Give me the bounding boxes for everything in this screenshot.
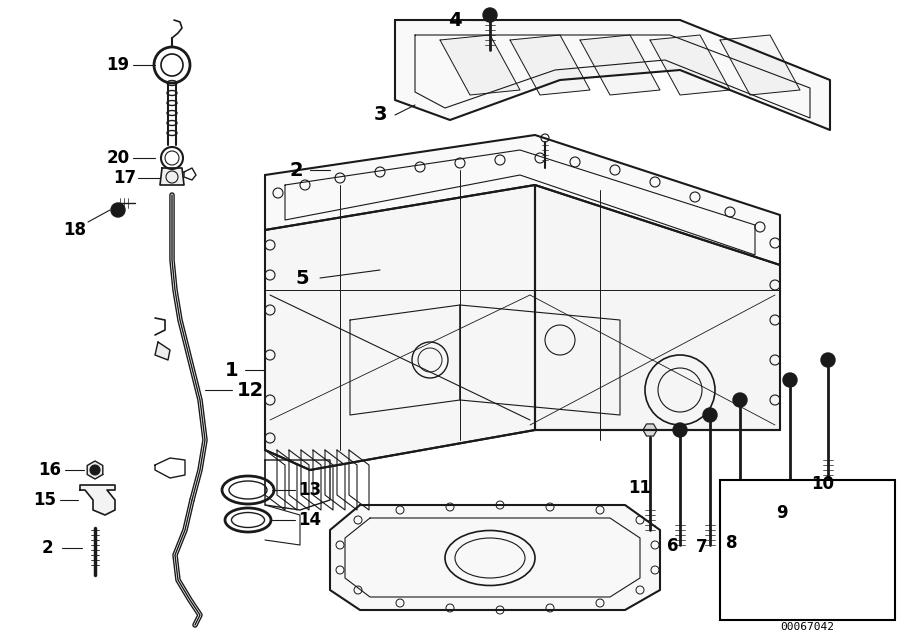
Polygon shape [160,168,184,185]
Text: 10: 10 [812,475,834,493]
Text: 15: 15 [33,491,57,509]
Polygon shape [87,461,103,479]
Polygon shape [650,35,730,95]
Text: 18: 18 [64,221,86,239]
Polygon shape [720,35,800,95]
Text: 6: 6 [667,537,679,555]
Circle shape [733,393,747,407]
Circle shape [90,465,100,475]
Circle shape [673,423,687,437]
Polygon shape [395,20,830,130]
Text: 16: 16 [39,461,61,479]
Circle shape [783,551,817,585]
Polygon shape [510,35,590,95]
Polygon shape [155,342,170,360]
Text: 19: 19 [106,56,130,74]
Text: 9: 9 [776,504,788,522]
Text: 1: 1 [225,361,238,380]
Text: 12: 12 [237,380,264,399]
Polygon shape [440,35,520,95]
Text: 13: 13 [299,481,321,499]
Text: 20: 20 [106,149,130,167]
Text: 2: 2 [289,161,302,180]
Bar [720,480,895,620]
Circle shape [821,353,835,367]
Polygon shape [643,424,657,436]
Polygon shape [580,35,660,95]
Text: 2: 2 [41,539,53,557]
Polygon shape [330,505,660,610]
Circle shape [756,586,768,598]
Text: 00067042: 00067042 [780,622,834,632]
Circle shape [703,408,717,422]
Polygon shape [265,185,535,470]
Circle shape [852,586,864,598]
Text: 5: 5 [295,269,309,288]
Circle shape [783,373,797,387]
Text: 7: 7 [697,538,707,556]
Polygon shape [265,135,780,265]
Text: 4: 4 [448,11,462,29]
Text: 8: 8 [726,534,738,552]
Polygon shape [535,185,780,430]
Circle shape [483,8,497,22]
Text: 3: 3 [374,105,387,124]
Text: 11: 11 [628,479,652,497]
Text: 14: 14 [299,511,321,529]
Polygon shape [80,485,115,515]
Circle shape [750,580,774,604]
Polygon shape [730,540,888,590]
Circle shape [111,203,125,217]
Text: 17: 17 [113,169,137,187]
Circle shape [846,580,870,604]
